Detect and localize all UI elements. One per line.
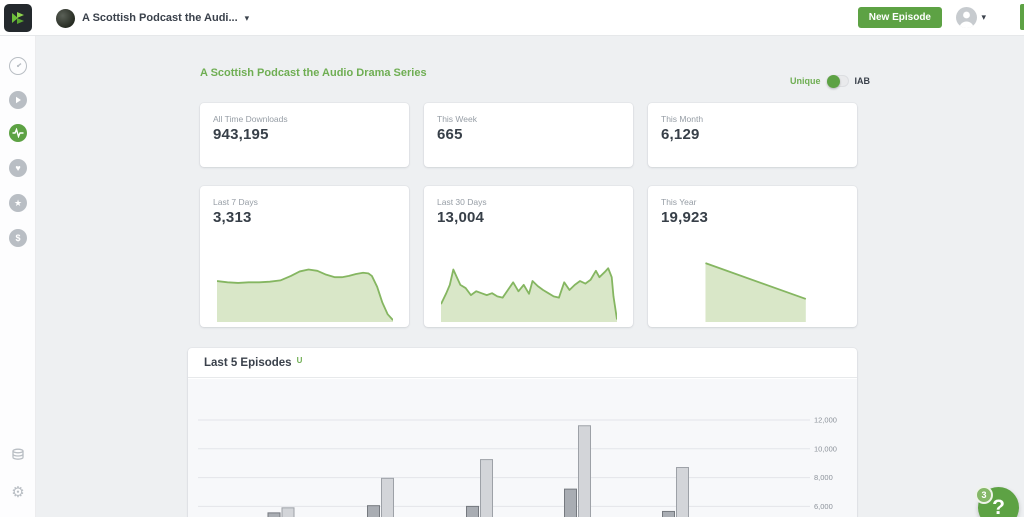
new-episode-button[interactable]: New Episode [857,7,942,28]
chevron-down-icon: ▾ [981,12,986,22]
user-avatar-icon [956,7,978,28]
top-bar: A Scottish Podcast the Audi... ▾ New Epi… [0,0,1024,36]
sparkline-last-30-days [441,258,617,322]
user-menu[interactable]: ▾ [956,7,986,28]
stat-card-all-time: All Time Downloads 943,195 [200,103,409,167]
stats-activity-icon[interactable] [9,124,27,142]
stat-value: 13,004 [437,209,485,226]
stat-card-this-week: This Week 665 [424,103,633,167]
svg-text:8,000: 8,000 [814,473,833,482]
switch-knob [826,75,840,88]
page-title: A Scottish Podcast the Audio Drama Serie… [200,67,427,79]
podcast-selector-label: A Scottish Podcast the Audi... [82,12,238,24]
trend-card-last-30-days: Last 30 Days 13,004 [424,186,633,327]
monetization-dollar-icon[interactable]: $ [9,229,27,247]
dashboard-gauge-icon[interactable] [9,57,27,75]
app-logo-icon [12,12,24,24]
stat-value: 943,195 [213,126,269,143]
reviews-star-icon[interactable]: ★ [9,194,27,212]
episodes-header: Last 5 Episodes U [188,348,857,378]
stat-label: This Year [661,197,697,207]
stat-label: Last 7 Days [213,197,258,207]
sparkline-this-year [665,258,841,322]
episodes-title: Last 5 Episodes [204,356,292,369]
edge-tab[interactable] [1020,4,1024,30]
podcast-artwork-avatar [56,8,75,28]
episodes-bar-chart: 12,000 10,000 8,000 6,000 [188,379,857,517]
unique-badge[interactable]: U [296,356,303,365]
stat-label: This Week [437,114,477,124]
podcasts-stack-icon[interactable] [10,447,26,463]
unique-iab-toggle-group: Unique IAB [790,75,871,88]
stat-value: 6,129 [661,126,700,143]
stat-label: This Month [661,114,704,124]
followers-heart-icon[interactable]: ♥ [9,159,27,177]
chevron-down-icon: ▾ [244,12,250,23]
app-logo[interactable] [4,4,32,32]
trend-card-this-year: This Year 19,923 [648,186,857,327]
stat-value: 3,313 [213,209,252,226]
unique-iab-switch[interactable] [826,75,849,88]
stat-label: Last 30 Days [437,197,487,207]
sidebar-nav: ♥ ★ $ ⚙ [0,36,36,517]
stat-card-this-month: This Month 6,129 [648,103,857,167]
trend-card-last-7-days: Last 7 Days 3,313 [200,186,409,327]
svg-text:6,000: 6,000 [814,502,833,511]
settings-gear-icon[interactable]: ⚙ [11,484,25,501]
toggle-label-unique[interactable]: Unique [790,76,821,86]
episodes-play-icon[interactable] [9,91,27,109]
last-5-episodes-card: Last 5 Episodes U 12,000 10,000 8,000 6,000 [188,348,857,517]
svg-text:10,000: 10,000 [814,444,837,453]
sparkline-last-7-days [217,258,393,322]
stat-value: 19,923 [661,209,709,226]
stat-label: All Time Downloads [213,114,288,124]
toggle-label-iab[interactable]: IAB [854,76,871,86]
help-notification-badge[interactable]: 3 [975,486,993,504]
svg-text:12,000: 12,000 [814,416,837,425]
stat-value: 665 [437,126,463,143]
podcast-selector-dropdown[interactable]: A Scottish Podcast the Audi... ▾ [56,0,249,36]
